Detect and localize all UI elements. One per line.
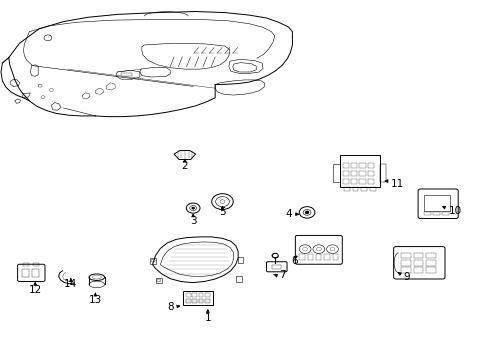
Bar	[350, 171, 357, 176]
Bar	[299, 254, 304, 260]
Text: 1: 1	[204, 312, 211, 323]
Bar	[400, 253, 410, 258]
Bar	[32, 269, 39, 277]
Bar	[198, 299, 203, 303]
Bar	[342, 171, 348, 176]
Bar	[204, 299, 209, 303]
Bar	[204, 293, 209, 297]
Bar	[235, 276, 241, 282]
Bar	[426, 260, 435, 266]
Bar	[121, 73, 132, 76]
Text: 5: 5	[219, 207, 225, 217]
Text: 4: 4	[285, 209, 292, 219]
Bar	[367, 171, 373, 176]
Bar	[183, 291, 212, 305]
Bar	[441, 212, 448, 215]
Text: 6: 6	[290, 256, 297, 266]
Bar	[350, 179, 357, 184]
Text: 10: 10	[448, 206, 461, 216]
Bar	[432, 212, 439, 215]
Bar	[332, 164, 339, 182]
Bar	[413, 260, 423, 266]
Bar	[367, 163, 373, 168]
Bar	[426, 267, 435, 273]
Bar	[192, 299, 197, 303]
Bar	[359, 163, 365, 168]
Circle shape	[192, 207, 194, 209]
Bar	[413, 253, 423, 258]
Bar	[315, 254, 321, 260]
Bar	[23, 263, 29, 266]
Text: 3: 3	[189, 216, 196, 226]
Bar	[426, 253, 435, 258]
Text: 14: 14	[64, 279, 78, 289]
Bar	[238, 257, 243, 263]
Bar	[367, 179, 373, 184]
Text: 12: 12	[28, 285, 42, 295]
Text: 13: 13	[88, 294, 102, 305]
Bar	[149, 258, 155, 264]
Bar	[350, 163, 357, 168]
Bar	[343, 187, 349, 191]
Bar	[424, 195, 449, 211]
Bar	[22, 269, 29, 277]
Bar	[339, 155, 379, 187]
Bar	[379, 164, 385, 182]
Bar	[400, 267, 410, 273]
Bar	[424, 212, 430, 215]
Bar	[342, 179, 348, 184]
Bar	[413, 267, 423, 273]
Bar	[198, 293, 203, 297]
Text: 7: 7	[278, 270, 285, 280]
Bar	[352, 187, 358, 191]
Circle shape	[305, 211, 308, 213]
Text: 2: 2	[181, 161, 188, 171]
Bar	[185, 299, 190, 303]
Bar	[33, 263, 39, 266]
Bar	[361, 187, 366, 191]
Bar	[324, 254, 329, 260]
Bar	[271, 265, 280, 269]
Bar	[342, 163, 348, 168]
Bar	[400, 260, 410, 266]
Text: 11: 11	[390, 179, 404, 189]
Bar	[155, 278, 162, 283]
Bar	[369, 187, 375, 191]
Text: 9: 9	[403, 272, 409, 282]
Bar	[307, 254, 312, 260]
Text: 8: 8	[166, 302, 173, 312]
Bar	[359, 171, 365, 176]
Bar	[192, 293, 197, 297]
Bar	[332, 254, 337, 260]
Bar	[185, 293, 190, 297]
Bar	[359, 179, 365, 184]
